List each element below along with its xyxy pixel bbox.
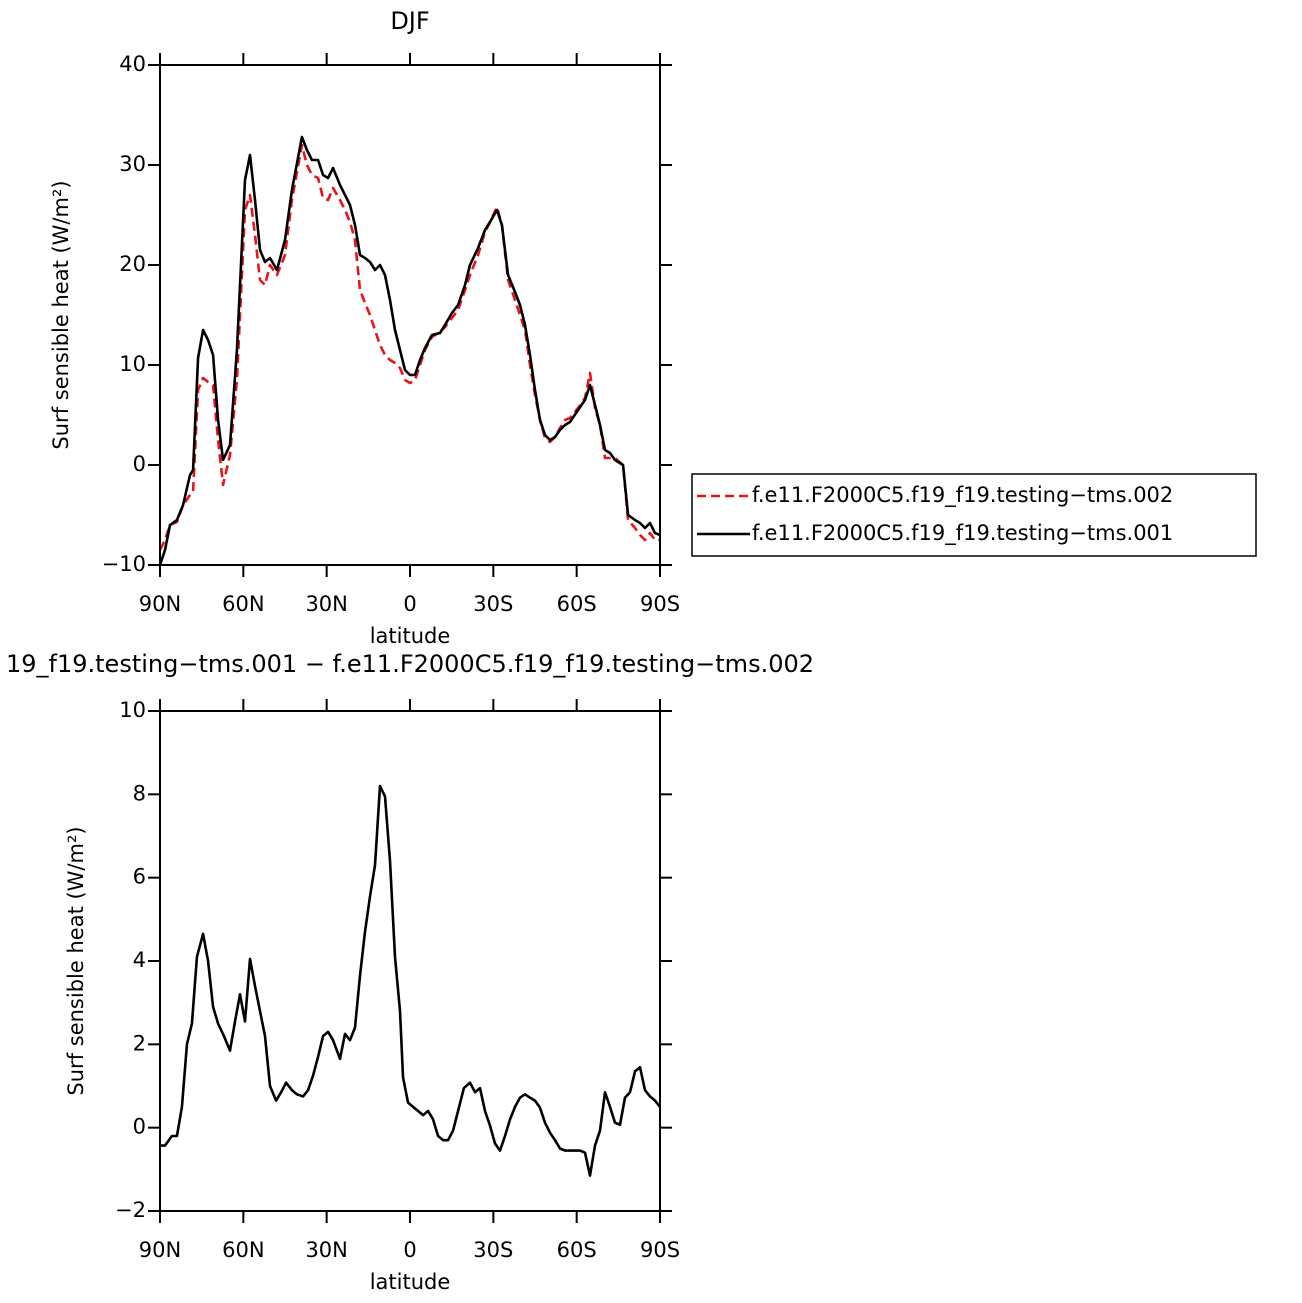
- y-tick-label: −10: [102, 552, 146, 576]
- x-tick-label: 90S: [640, 592, 680, 616]
- y-tick-label: −2: [115, 1198, 146, 1222]
- data-line: [160, 135, 660, 565]
- x-tick-label: 90N: [139, 1238, 181, 1262]
- data-line: [160, 143, 660, 551]
- y-tick-label: 10: [119, 352, 146, 376]
- x-tick-label: 30N: [305, 1238, 347, 1262]
- y-tick-label: 10: [119, 698, 146, 722]
- legend-box: [691, 473, 1257, 557]
- x-tick-label: 60N: [222, 592, 264, 616]
- x-tick-label: 90S: [640, 1238, 680, 1262]
- y-axis-label: Surf sensible heat (W/m²): [49, 180, 73, 449]
- y-tick-label: 0: [133, 1115, 146, 1139]
- x-axis-label: latitude: [370, 1270, 451, 1294]
- legend-label: f.e11.F2000C5.f19_f19.testing−tms.001: [752, 521, 1173, 546]
- x-tick-label: 30N: [305, 592, 347, 616]
- y-tick-label: 6: [133, 865, 146, 889]
- x-tick-label: 0: [403, 592, 416, 616]
- x-tick-label: 30S: [473, 1238, 513, 1262]
- y-tick-label: 2: [133, 1031, 146, 1055]
- plot-frame: [159, 64, 661, 566]
- x-tick-label: 60S: [557, 1238, 597, 1262]
- x-tick-label: 0: [403, 1238, 416, 1262]
- y-tick-label: 4: [133, 948, 146, 972]
- y-tick-label: 0: [133, 452, 146, 476]
- y-tick-label: 40: [119, 52, 146, 76]
- x-axis-label: latitude: [370, 624, 451, 648]
- x-tick-label: 60S: [557, 592, 597, 616]
- legend-label: f.e11.F2000C5.f19_f19.testing−tms.002: [752, 483, 1173, 508]
- y-tick-label: 8: [133, 781, 146, 805]
- x-tick-label: 30S: [473, 592, 513, 616]
- data-line: [160, 784, 660, 1177]
- y-tick-label: 30: [119, 152, 146, 176]
- y-axis-label: Surf sensible heat (W/m²): [64, 826, 88, 1095]
- chart-title: 19_f19.testing−tms.001 − f.e11.F2000C5.f…: [6, 650, 814, 678]
- chart-title: DJF: [390, 7, 429, 35]
- plot-frame: [159, 710, 661, 1212]
- y-tick-label: 20: [119, 252, 146, 276]
- x-tick-label: 60N: [222, 1238, 264, 1262]
- x-tick-label: 90N: [139, 592, 181, 616]
